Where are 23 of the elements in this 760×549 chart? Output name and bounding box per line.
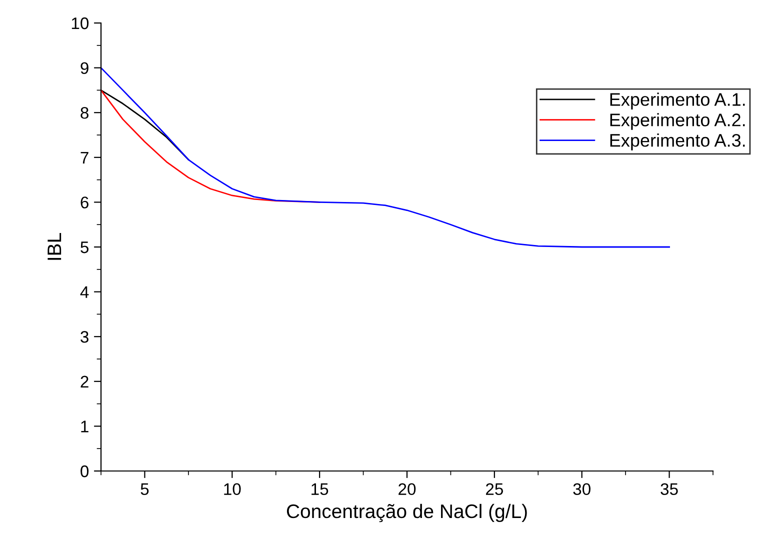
y-tick-label: 5 bbox=[80, 242, 88, 254]
y-tick-label: 8 bbox=[80, 107, 88, 119]
y-tick-label: 2 bbox=[80, 376, 88, 388]
y-axis-title: IBL bbox=[48, 233, 62, 260]
y-tick-label: 10 bbox=[72, 17, 89, 30]
y-tick-label: 9 bbox=[80, 62, 88, 74]
legend-label: Experimento A.2. bbox=[610, 113, 745, 130]
x-tick-label: 15 bbox=[312, 483, 328, 496]
y-tick-label: 0 bbox=[80, 465, 89, 478]
y-tick-label: 4 bbox=[80, 286, 89, 298]
x-tick-label: 25 bbox=[486, 483, 503, 496]
legend-label: Experimento A.3. bbox=[610, 134, 745, 150]
y-tick-label: 3 bbox=[80, 331, 88, 343]
y-tick-label: 1 bbox=[81, 420, 88, 432]
x-tick-label: 5 bbox=[140, 483, 149, 496]
x-tick-label: 10 bbox=[224, 483, 241, 496]
legend-label: Experimento A.1. bbox=[610, 92, 745, 110]
x-tick-label: 30 bbox=[573, 483, 590, 496]
x-tick-label: 35 bbox=[660, 483, 678, 496]
x-axis-title: Concentração de NaCl (g/L) bbox=[286, 504, 527, 522]
y-tick-label: 6 bbox=[80, 196, 88, 208]
x-tick-label: 20 bbox=[398, 483, 416, 496]
y-tick-label: 7 bbox=[80, 152, 88, 164]
